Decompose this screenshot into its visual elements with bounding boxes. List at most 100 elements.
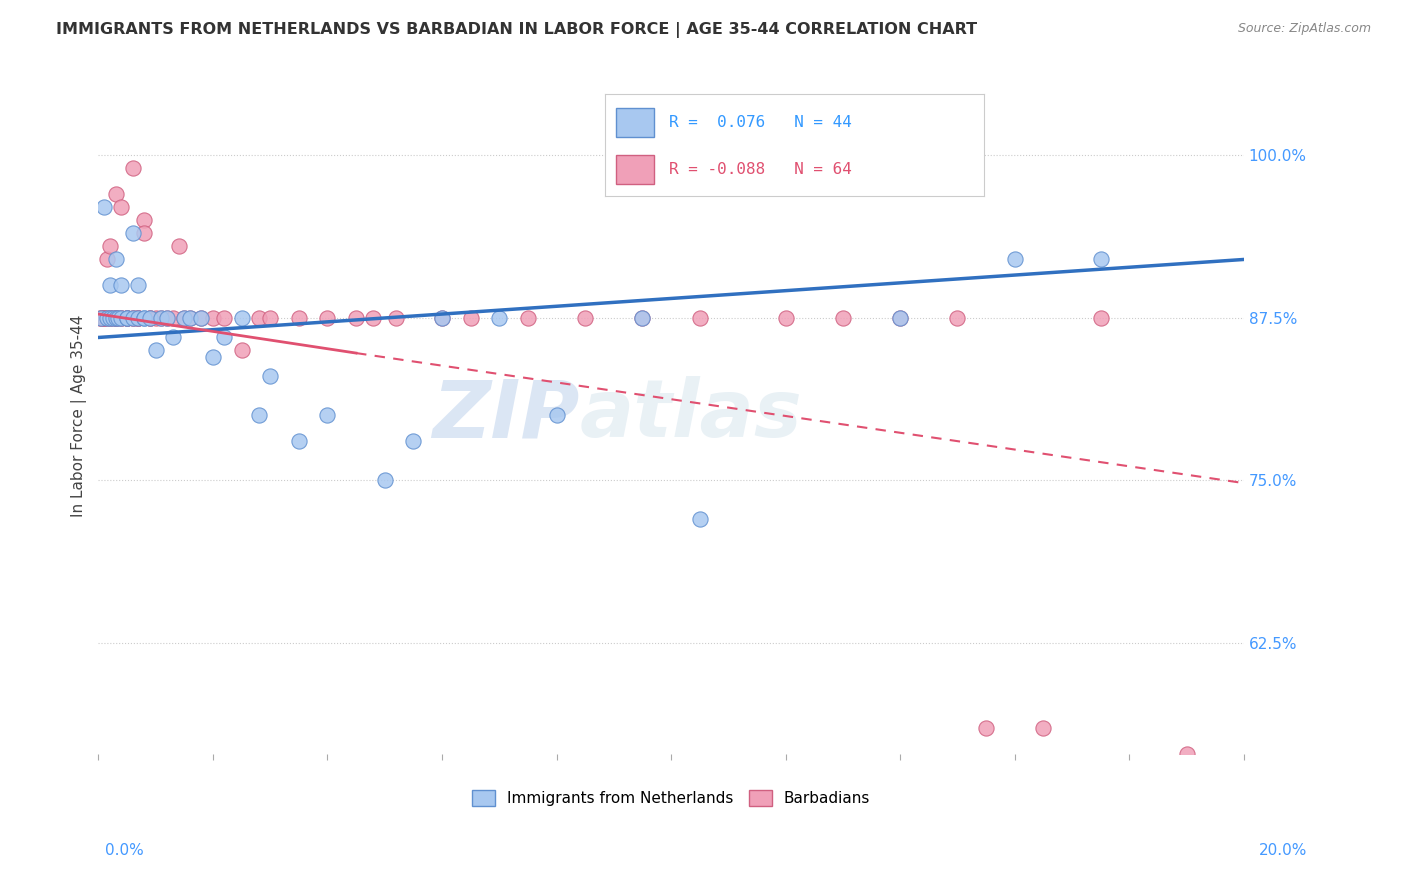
Point	[1004, 252, 1026, 267]
Point	[127, 310, 149, 325]
Point	[190, 310, 212, 325]
Point	[104, 310, 127, 325]
Point	[98, 310, 121, 325]
Point	[96, 310, 118, 325]
Text: IMMIGRANTS FROM NETHERLANDS VS BARBADIAN IN LABOR FORCE | AGE 35-44 CORRELATION : IMMIGRANTS FROM NETHERLANDS VS BARBADIAN…	[56, 22, 977, 38]
Point	[167, 239, 190, 253]
Point	[430, 310, 453, 325]
Point	[145, 343, 167, 358]
Point	[150, 310, 173, 325]
Point	[179, 310, 201, 325]
Point	[689, 310, 711, 325]
Point	[121, 161, 143, 176]
Point	[104, 187, 127, 202]
Point	[430, 310, 453, 325]
Point	[127, 310, 149, 325]
Point	[889, 310, 911, 325]
Point	[516, 310, 538, 325]
Point	[889, 310, 911, 325]
Point	[134, 310, 156, 325]
Legend: Immigrants from Netherlands, Barbadians: Immigrants from Netherlands, Barbadians	[464, 782, 877, 814]
Point	[134, 213, 156, 227]
Point	[91, 310, 114, 325]
Point	[98, 310, 121, 325]
Point	[631, 310, 654, 325]
Point	[150, 310, 173, 325]
Point	[115, 310, 138, 325]
Point	[96, 310, 118, 325]
Text: R = -0.088   N = 64: R = -0.088 N = 64	[669, 162, 852, 178]
Point	[831, 310, 853, 325]
Point	[374, 474, 396, 488]
Point	[127, 310, 149, 325]
Point	[156, 310, 179, 325]
Point	[775, 310, 797, 325]
Point	[90, 310, 112, 325]
Point	[259, 310, 281, 325]
Point	[90, 310, 112, 325]
Text: ZIP: ZIP	[432, 376, 579, 455]
Point	[110, 278, 132, 293]
Point	[201, 350, 224, 364]
Point	[93, 310, 115, 325]
Point	[574, 310, 596, 325]
Point	[115, 310, 138, 325]
Point	[121, 310, 143, 325]
Point	[460, 310, 482, 325]
Point	[162, 330, 184, 344]
Point	[1090, 310, 1112, 325]
Point	[93, 310, 115, 325]
Point	[946, 310, 969, 325]
Point	[344, 310, 367, 325]
Point	[631, 310, 654, 325]
FancyBboxPatch shape	[616, 108, 654, 136]
Point	[247, 409, 270, 423]
Point	[173, 310, 195, 325]
Point	[546, 409, 568, 423]
Point	[488, 310, 510, 325]
Point	[121, 310, 143, 325]
Point	[145, 310, 167, 325]
Point	[115, 310, 138, 325]
Point	[179, 310, 201, 325]
Text: 20.0%: 20.0%	[1260, 843, 1308, 858]
Point	[107, 310, 129, 325]
Point	[689, 512, 711, 526]
Point	[98, 310, 121, 325]
Point	[385, 310, 408, 325]
Point	[173, 310, 195, 325]
Point	[104, 310, 127, 325]
Point	[316, 310, 339, 325]
Point	[115, 310, 138, 325]
Point	[259, 369, 281, 384]
Point	[98, 278, 121, 293]
Point	[104, 310, 127, 325]
Point	[134, 310, 156, 325]
Point	[1032, 721, 1054, 735]
Text: Source: ZipAtlas.com: Source: ZipAtlas.com	[1237, 22, 1371, 36]
Point	[201, 310, 224, 325]
Point	[93, 201, 115, 215]
Point	[110, 310, 132, 325]
FancyBboxPatch shape	[616, 155, 654, 184]
Point	[139, 310, 162, 325]
Point	[316, 409, 339, 423]
Point	[110, 310, 132, 325]
Text: 0.0%: 0.0%	[105, 843, 145, 858]
Point	[156, 310, 179, 325]
Point	[121, 227, 143, 241]
Point	[247, 310, 270, 325]
Point	[190, 310, 212, 325]
Point	[214, 330, 236, 344]
Point	[134, 227, 156, 241]
Point	[231, 310, 253, 325]
Point	[110, 201, 132, 215]
Point	[104, 252, 127, 267]
Point	[110, 310, 132, 325]
Point	[104, 310, 127, 325]
Point	[121, 310, 143, 325]
Point	[974, 721, 997, 735]
Point	[1090, 252, 1112, 267]
Point	[231, 343, 253, 358]
Point	[101, 310, 124, 325]
